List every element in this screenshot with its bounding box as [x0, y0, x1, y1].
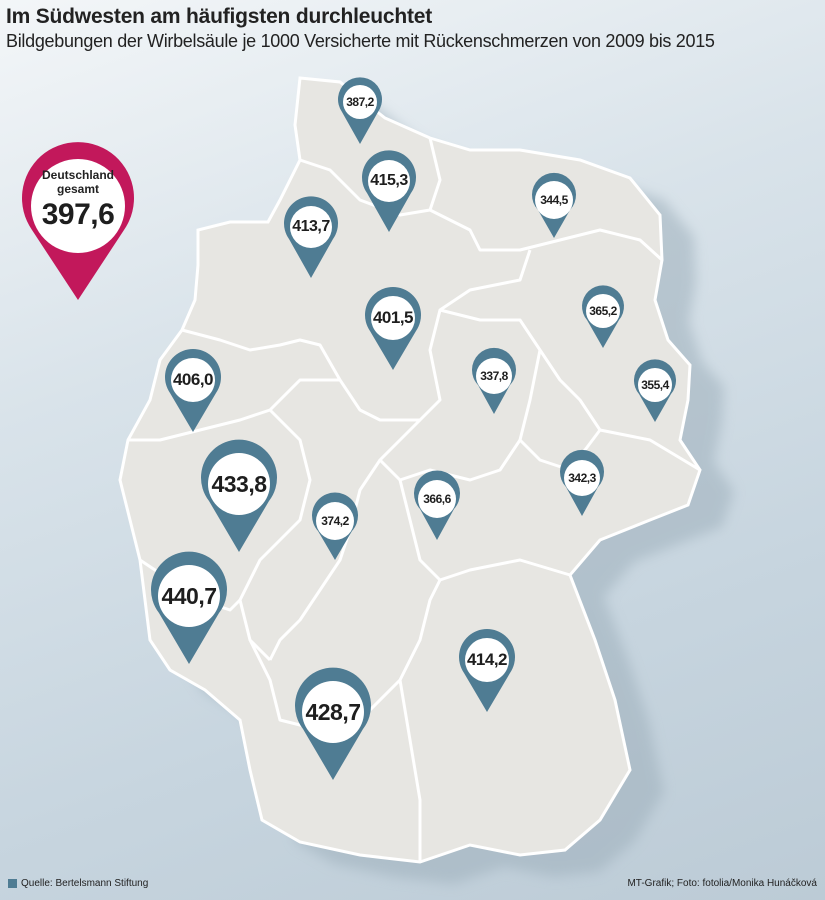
pin-icon [472, 347, 516, 414]
pin-icon [365, 287, 421, 370]
marker-hessen: 374,2 [308, 492, 362, 562]
marker-value: 355,4 [641, 378, 669, 392]
marker-value: 440,7 [161, 583, 217, 609]
pin-icon [338, 77, 382, 144]
pin-icon [582, 285, 624, 348]
marker-value: 374,2 [321, 514, 349, 528]
national-marker [14, 142, 142, 304]
pin-icon [414, 470, 460, 540]
marker-value: 428,7 [305, 699, 361, 725]
pin-icon [22, 142, 135, 300]
marker-sachsen: 342,3 [556, 449, 608, 518]
pin-icon [560, 449, 604, 516]
marker-value: 337,8 [480, 369, 508, 383]
pin-icon [362, 150, 416, 232]
national-label-line2: gesamt [56, 182, 100, 196]
marker-mecklenburg-vorpommern: 344,5 [526, 172, 582, 240]
source-square-icon [8, 879, 17, 888]
marker-value: 413,7 [292, 218, 330, 235]
header: Im Südwesten am häufigsten durchleuchtet… [6, 4, 821, 52]
pin-icon [201, 439, 277, 552]
marker-value: 342,3 [568, 471, 596, 485]
marker-value: 366,6 [423, 492, 451, 506]
national-label-line1: Deutschland [41, 168, 114, 182]
pin-icon [165, 349, 221, 432]
marker-value: 415,3 [370, 172, 408, 189]
marker-value: 401,5 [372, 308, 414, 327]
pin-icon [459, 629, 515, 712]
marker-rheinland-pfalz: 433,8 [196, 439, 282, 556]
page-subtitle: Bildgebungen der Wirbelsäule je 1000 Ver… [6, 31, 715, 51]
marker-thueringen: 366,6 [410, 470, 464, 542]
marker-saarland: 440,7 [146, 551, 232, 668]
germany-land [118, 76, 702, 864]
marker-value: 433,8 [211, 471, 267, 497]
marker-nordrhein-westfalen: 406,0 [160, 349, 226, 436]
pin-icon [312, 492, 358, 560]
source-note: Quelle: Bertelsmann Stiftung [8, 878, 148, 889]
credit-note: MT-Grafik; Foto: fotolia/Monika Hunáčkov… [627, 878, 817, 889]
marker-baden-wuerttemberg: 428,7 [290, 667, 376, 784]
marker-schleswig-holstein: 387,2 [334, 77, 386, 148]
pin-icon [634, 359, 676, 422]
marker-value: 414,2 [466, 650, 508, 669]
pin-icon [532, 172, 576, 239]
pin-icon [151, 551, 227, 664]
marker-hamburg: 415,3 [358, 150, 420, 236]
marker-value: 344,5 [540, 193, 568, 207]
marker-niedersachsen: 401,5 [360, 287, 426, 374]
marker-berlin: 365,2 [578, 285, 628, 350]
marker-sachsen-anhalt: 337,8 [468, 347, 520, 416]
marker-value: 406,0 [172, 370, 214, 389]
marker-brandenburg: 355,4 [630, 359, 680, 424]
pin-icon [295, 667, 371, 780]
source-text: Quelle: Bertelsmann Stiftung [21, 878, 149, 889]
marker-bayern: 414,2 [454, 629, 520, 716]
page-title: Im Südwesten am häufigsten durchleuchtet [6, 5, 433, 28]
marker-value: 387,2 [346, 95, 374, 109]
pin-icon [284, 196, 338, 278]
marker-value: 365,2 [589, 304, 617, 318]
marker-bremen: 413,7 [280, 196, 342, 282]
national-value: 397,6 [41, 198, 115, 231]
